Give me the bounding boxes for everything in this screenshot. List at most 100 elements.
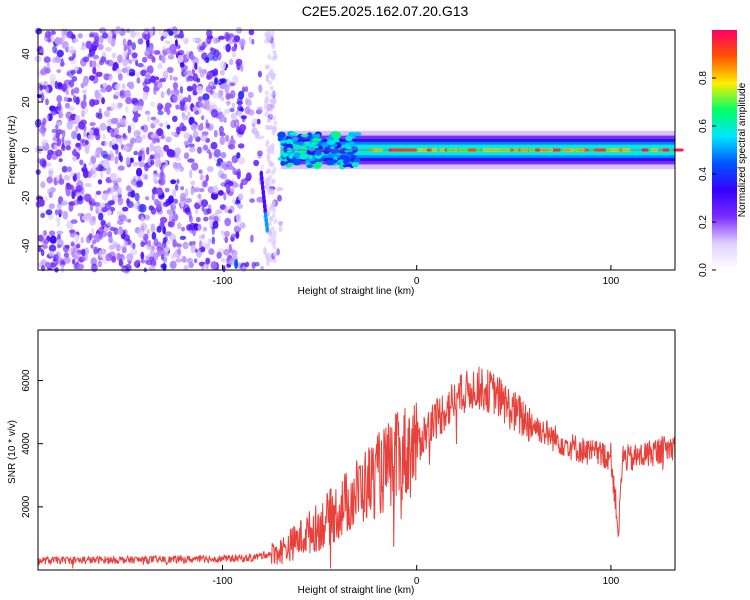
heatmap-noise-blob <box>151 137 158 144</box>
heatmap-band-core <box>673 148 684 152</box>
heatmap-noise-blob <box>125 185 131 192</box>
heatmap-noise-blob <box>268 174 273 180</box>
heatmap-noise-blob <box>244 86 249 93</box>
heatmap-noise-blob <box>63 174 71 181</box>
heatmap-noise-blob <box>93 35 99 45</box>
heatmap-noise-blob <box>184 103 188 113</box>
heatmap-noise-blob <box>273 218 278 224</box>
heatmap-noise-blob <box>258 84 263 93</box>
heatmap-noise-blob <box>94 149 101 158</box>
heatmap-noise-blob <box>247 91 254 99</box>
heatmap-noise-blob <box>43 56 51 64</box>
heatmap-band-blob <box>326 140 336 145</box>
heatmap-noise-blob <box>201 206 205 212</box>
heatmap-noise-blob <box>151 192 155 201</box>
heatmap-noise-blob <box>192 90 198 96</box>
heatmap-noise-blob <box>267 253 272 258</box>
heatmap-noise-blob <box>271 42 276 47</box>
heatmap-band-blob <box>305 158 311 164</box>
heatmap-noise-blob <box>81 248 86 257</box>
heatmap-noise-blob <box>133 130 141 138</box>
colorbar-tick-label: 0.6 <box>698 119 709 133</box>
heatmap-noise-blob <box>273 251 277 257</box>
heatmap-band-blob <box>323 147 330 155</box>
heatmap-noise-blob <box>68 106 75 111</box>
heatmap-noise-blob <box>270 56 275 61</box>
heatmap-noise-blob <box>144 72 152 80</box>
heatmap-noise-blob <box>202 93 210 101</box>
heatmap-noise-blob <box>201 233 205 239</box>
heatmap-noise-blob <box>82 89 87 94</box>
heatmap-noise-blob <box>68 203 74 212</box>
heatmap-noise-blob <box>162 263 167 272</box>
heatmap-noise-blob <box>188 210 192 220</box>
heatmap-noise-blob <box>50 107 57 116</box>
heatmap-noise-blob <box>170 179 177 185</box>
heatmap-band-blob <box>307 146 316 152</box>
colorbar: 0.0 0.2 0.4 0.6 0.8 Normalized spectral ampl… <box>698 30 748 277</box>
heatmap-noise-blob <box>211 109 219 118</box>
heatmap-noise-blob <box>47 213 54 220</box>
heatmap-noise-blob <box>136 77 141 84</box>
heatmap-noise-blob <box>216 251 222 259</box>
heatmap-noise-blob <box>69 79 75 88</box>
heatmap-noise-blob <box>64 102 71 109</box>
heatmap-noise-blob <box>166 209 174 215</box>
heatmap-noise-blob <box>209 102 216 109</box>
heatmap-noise-blob <box>124 119 128 128</box>
heatmap-noise-blob <box>112 61 119 71</box>
heatmap-noise-blob <box>125 156 131 165</box>
heatmap-noise-blob <box>152 173 157 183</box>
heatmap-noise-blob <box>256 196 264 203</box>
heatmap-noise-blob <box>241 266 247 273</box>
heatmap-noise-blob <box>224 236 229 244</box>
heatmap-noise-blob <box>105 84 113 93</box>
colorbar-tick-label: 0.0 <box>698 263 709 277</box>
heatmap-noise-blob <box>271 237 275 243</box>
heatmap-noise-blob <box>154 159 162 168</box>
heatmap-noise-blob <box>91 198 96 204</box>
heatmap-noise-blob <box>273 120 278 126</box>
heatmap-noise-blob <box>180 201 185 208</box>
heatmap-noise-blob <box>56 203 62 210</box>
heatmap-noise-blob <box>103 159 109 164</box>
heatmap-noise-blob <box>147 246 152 251</box>
heatmap-noise-blob <box>122 58 128 67</box>
heatmap-noise-blob <box>95 205 103 212</box>
heatmap-noise-blob <box>109 226 116 232</box>
heatmap-noise-blob <box>211 236 216 245</box>
heatmap-noise-blob <box>153 146 157 153</box>
heatmap-noise-blob <box>144 110 151 115</box>
heatmap-noise-blob <box>180 186 185 191</box>
heatmap-noise-blob <box>103 110 111 118</box>
heatmap-noise-blob <box>65 90 70 96</box>
heatmap-noise-blob <box>235 231 240 239</box>
heatmap-noise-blob <box>132 116 139 123</box>
heatmap-band-blob <box>298 141 304 147</box>
heatmap-noise-blob <box>76 133 82 141</box>
heatmap-noise-blob <box>122 38 127 47</box>
heatmap-noise-blob <box>212 185 219 195</box>
heatmap-noise-blob <box>59 112 64 118</box>
heatmap-noise-blob <box>41 85 47 90</box>
heatmap-noise-blob <box>133 113 141 118</box>
heatmap-noise-blob <box>114 134 122 139</box>
heatmap-noise-blob <box>93 128 100 137</box>
heatmap-noise-blob <box>165 102 172 109</box>
heatmap-noise-blob <box>271 178 276 184</box>
heatmap-noise-blob <box>142 91 148 101</box>
heatmap-noise-blob <box>172 188 177 198</box>
heatmap-noise-blob <box>268 206 273 212</box>
heatmap-noise-blob <box>160 91 165 99</box>
heatmap-noise-blob <box>190 180 196 186</box>
heatmap-noise-blob <box>95 92 103 102</box>
heatmap-band-blob <box>346 163 353 168</box>
heatmap-noise-blob <box>73 251 81 260</box>
heatmap-noise-blob <box>119 89 126 99</box>
heatmap-noise-blob <box>87 134 95 141</box>
heatmap-noise-blob <box>98 35 104 44</box>
heatmap-band-blob <box>283 145 288 153</box>
heatmap-noise-blob <box>108 186 114 195</box>
heatmap-noise-blob <box>153 50 161 55</box>
heatmap-band-blob <box>350 132 356 137</box>
